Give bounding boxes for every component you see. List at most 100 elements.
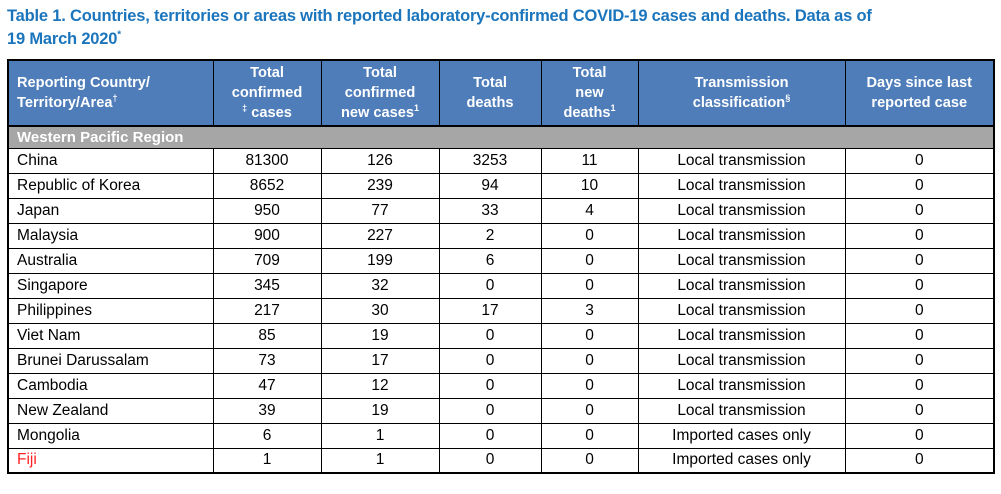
cell-deaths: 17 <box>438 297 542 324</box>
cell-new-cases: 239 <box>320 172 440 199</box>
cell-confirmed: 345 <box>212 272 322 299</box>
cell-deaths: 2 <box>438 222 542 249</box>
cell-deaths: 0 <box>438 347 542 374</box>
table-row: Malaysia 900 227 2 0 Local transmission 0 <box>7 222 995 249</box>
cell-new-cases: 1 <box>320 422 440 449</box>
cell-new-cases: 19 <box>320 397 440 424</box>
cell-classification: Local transmission <box>637 197 846 224</box>
cell-new-deaths: 0 <box>540 397 639 424</box>
cell-classification: Local transmission <box>637 222 846 249</box>
cell-new-cases: 17 <box>320 347 440 374</box>
cell-classification: Imported cases only <box>637 447 846 474</box>
cell-days-since: 0 <box>844 247 995 274</box>
cell-new-deaths: 0 <box>540 322 639 349</box>
cell-country: Japan <box>7 197 214 224</box>
cell-country: Fiji <box>7 447 214 474</box>
cell-confirmed: 6 <box>212 422 322 449</box>
cell-new-deaths: 0 <box>540 422 639 449</box>
cell-classification: Local transmission <box>637 322 846 349</box>
col-header-total-new-deaths: Total new deaths1 <box>540 59 639 128</box>
table-row: Australia 709 199 6 0 Local transmission 0 <box>7 247 995 274</box>
cell-deaths: 94 <box>438 172 542 199</box>
cell-deaths: 33 <box>438 197 542 224</box>
cell-deaths: 0 <box>438 447 542 474</box>
cell-new-cases: 12 <box>320 372 440 399</box>
cell-new-cases: 227 <box>320 222 440 249</box>
cell-confirmed: 73 <box>212 347 322 374</box>
table-row: Republic of Korea 8652 239 94 10 Local transm… <box>7 172 995 199</box>
cell-new-deaths: 4 <box>540 197 639 224</box>
table-body: Western Pacific Region China 81300 126 3253… <box>7 125 995 474</box>
cell-classification: Local transmission <box>637 372 846 399</box>
table-row: Philippines 217 30 17 3 Local transmission 0 <box>7 297 995 324</box>
cell-deaths: 6 <box>438 247 542 274</box>
cell-new-deaths: 0 <box>540 347 639 374</box>
table-row: Mongolia 6 1 0 0 Imported cases only 0 <box>7 422 995 449</box>
cell-days-since: 0 <box>844 197 995 224</box>
cell-new-cases: 77 <box>320 197 440 224</box>
cell-new-cases: 199 <box>320 247 440 274</box>
cell-deaths: 0 <box>438 397 542 424</box>
table-row: China 81300 126 3253 11 Local transmission 0 <box>7 147 995 174</box>
cell-country: China <box>7 147 214 174</box>
cell-country: Brunei Darussalam <box>7 347 214 374</box>
cell-new-cases: 30 <box>320 297 440 324</box>
table-title-line2: 19 March 2020* <box>7 29 121 49</box>
table-row: New Zealand 39 19 0 0 Local transmission 0 <box>7 397 995 424</box>
cell-deaths: 0 <box>438 322 542 349</box>
cell-country: Viet Nam <box>7 322 214 349</box>
cell-country: New Zealand <box>7 397 214 424</box>
cell-days-since: 0 <box>844 297 995 324</box>
report-page: Table 1. Countries, territories or areas… <box>7 5 995 475</box>
cell-new-cases: 126 <box>320 147 440 174</box>
covid-cases-table: Reporting Country/Territory/Area† Total co… <box>7 58 995 475</box>
cell-confirmed: 8652 <box>212 172 322 199</box>
cell-classification: Local transmission <box>637 247 846 274</box>
cell-days-since: 0 <box>844 422 995 449</box>
cell-confirmed: 900 <box>212 222 322 249</box>
cell-classification: Local transmission <box>637 347 846 374</box>
cell-country: Malaysia <box>7 222 214 249</box>
col-header-total-confirmed-new-cases: Total confirmed new cases1 <box>320 59 440 128</box>
region-row: Western Pacific Region <box>7 125 995 149</box>
table-title-line1: Table 1. Countries, territories or areas… <box>7 7 872 25</box>
table-row: Singapore 345 32 0 0 Local transmission 0 <box>7 272 995 299</box>
cell-new-deaths: 3 <box>540 297 639 324</box>
cell-confirmed: 1 <box>212 447 322 474</box>
cell-days-since: 0 <box>844 222 995 249</box>
region-label: Western Pacific Region <box>7 125 995 149</box>
cell-country: Republic of Korea <box>7 172 214 199</box>
table-row: Viet Nam 85 19 0 0 Local transmission 0 <box>7 322 995 349</box>
cell-new-deaths: 0 <box>540 272 639 299</box>
cell-days-since: 0 <box>844 397 995 424</box>
cell-classification: Local transmission <box>637 272 846 299</box>
header-row: Reporting Country/Territory/Area† Total co… <box>7 59 995 128</box>
cell-new-deaths: 0 <box>540 222 639 249</box>
cell-confirmed: 217 <box>212 297 322 324</box>
cell-days-since: 0 <box>844 147 995 174</box>
cell-country: Australia <box>7 247 214 274</box>
col-header-days-since-last-case: Days since last reported case <box>844 59 995 128</box>
cell-deaths: 0 <box>438 272 542 299</box>
cell-deaths: 3253 <box>438 147 542 174</box>
cell-new-cases: 19 <box>320 322 440 349</box>
table-row: Japan 950 77 33 4 Local transmission 0 <box>7 197 995 224</box>
cell-classification: Local transmission <box>637 147 846 174</box>
cell-new-deaths: 0 <box>540 247 639 274</box>
cell-confirmed: 39 <box>212 397 322 424</box>
col-header-country: Reporting Country/Territory/Area† <box>7 59 214 128</box>
cell-days-since: 0 <box>844 347 995 374</box>
col-header-total-confirmed-cases: Total confirmed ‡ cases <box>212 59 322 128</box>
cell-new-cases: 1 <box>320 447 440 474</box>
cell-days-since: 0 <box>844 447 995 474</box>
cell-confirmed: 709 <box>212 247 322 274</box>
cell-confirmed: 47 <box>212 372 322 399</box>
table-title: Table 1. Countries, territories or areas… <box>7 5 993 52</box>
cell-new-deaths: 0 <box>540 447 639 474</box>
cell-new-deaths: 0 <box>540 372 639 399</box>
cell-classification: Local transmission <box>637 297 846 324</box>
table-row: Cambodia 47 12 0 0 Local transmission 0 <box>7 372 995 399</box>
cell-country: Singapore <box>7 272 214 299</box>
cell-new-deaths: 11 <box>540 147 639 174</box>
cell-confirmed: 85 <box>212 322 322 349</box>
